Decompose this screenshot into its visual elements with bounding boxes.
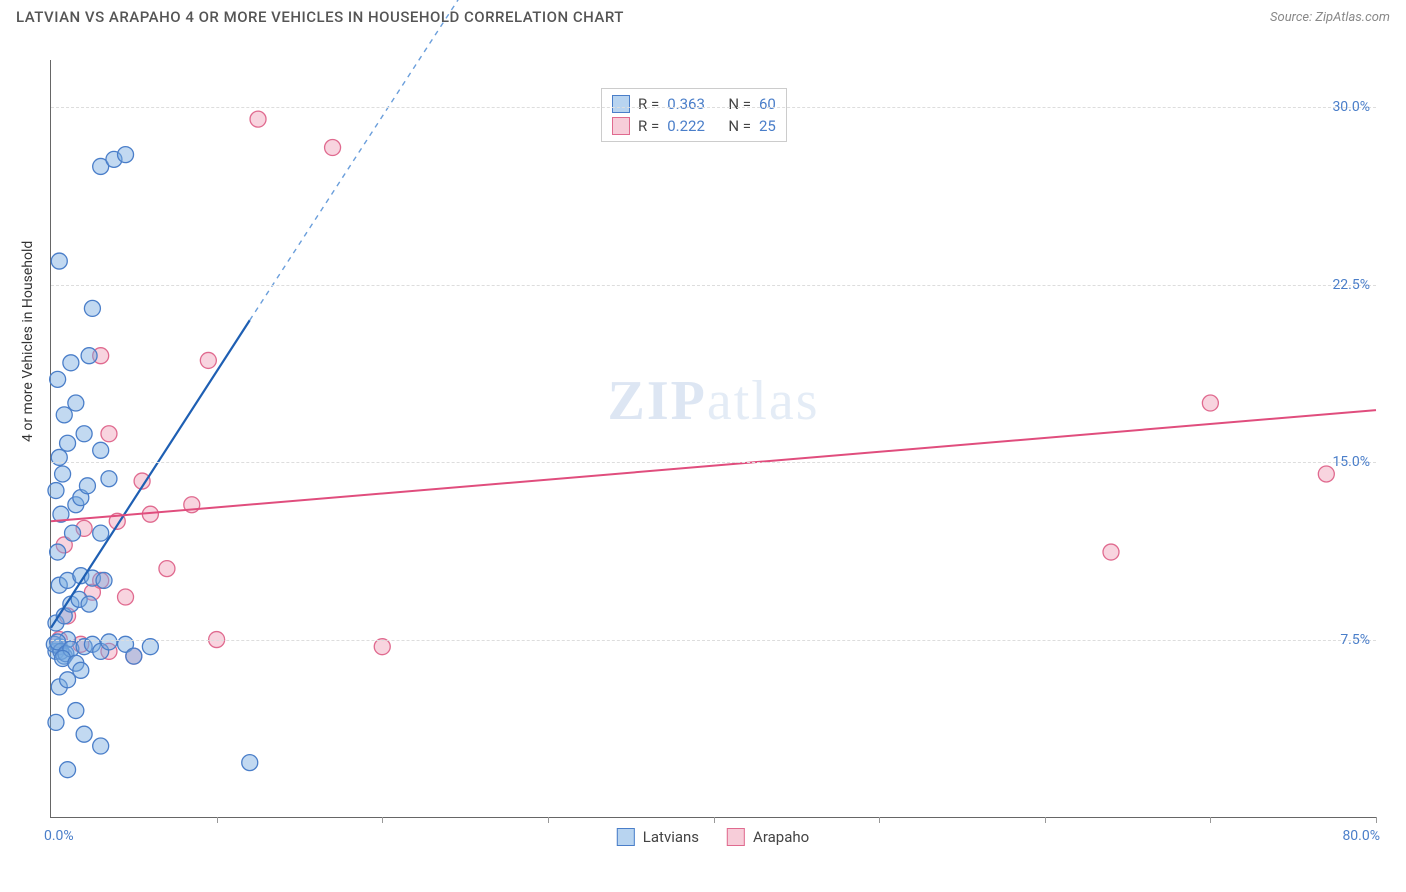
r-value: 0.363 — [667, 95, 705, 113]
legend-label: Latvians — [643, 828, 699, 846]
swatch-arapaho — [612, 117, 630, 135]
r-label: R = — [638, 117, 659, 135]
scatter-plot-svg — [51, 60, 1376, 817]
y-tick-label: 22.5% — [1332, 277, 1370, 293]
grid-line — [51, 462, 1376, 463]
x-tick — [217, 817, 218, 823]
legend-row-latvians: R = 0.363 N = 60 — [612, 93, 776, 115]
x-tick — [382, 817, 383, 823]
n-value: 60 — [759, 95, 776, 113]
n-label: N = — [728, 95, 751, 113]
x-tick — [1210, 817, 1211, 823]
r-label: R = — [638, 95, 659, 113]
x-tick — [548, 817, 549, 823]
chart-title: LATVIAN VS ARAPAHO 4 OR MORE VEHICLES IN… — [16, 8, 624, 26]
legend-label: Arapaho — [753, 828, 809, 846]
swatch-latvians — [612, 95, 630, 113]
correlation-legend: R = 0.363 N = 60 R = 0.222 N = 25 — [601, 88, 787, 142]
x-tick — [714, 817, 715, 823]
y-axis-label: 4 or more Vehicles in Household — [20, 241, 36, 442]
x-min-label: 0.0% — [44, 828, 74, 844]
x-tick — [1045, 817, 1046, 823]
grid-line — [51, 285, 1376, 286]
swatch-latvians — [617, 828, 635, 846]
plot-area: ZIPatlas R = 0.363 N = 60 R = 0.222 N = … — [50, 60, 1376, 818]
x-max-label: 80.0% — [1342, 828, 1380, 844]
x-tick — [1376, 817, 1377, 823]
y-tick-label: 15.0% — [1332, 454, 1370, 470]
legend-row-arapaho: R = 0.222 N = 25 — [612, 115, 776, 137]
y-tick-label: 7.5% — [1340, 632, 1370, 648]
swatch-arapaho — [727, 828, 745, 846]
legend-item-arapaho: Arapaho — [727, 828, 809, 846]
grid-line — [51, 107, 1376, 108]
legend-item-latvians: Latvians — [617, 828, 699, 846]
chart-container: 4 or more Vehicles in Household ZIPatlas… — [34, 38, 1392, 846]
grid-line — [51, 640, 1376, 641]
x-tick — [879, 817, 880, 823]
n-value: 25 — [759, 117, 776, 135]
series-legend: Latvians Arapaho — [617, 828, 809, 846]
r-value: 0.222 — [667, 117, 705, 135]
source-attribution: Source: ZipAtlas.com — [1270, 10, 1390, 25]
y-tick-label: 30.0% — [1332, 99, 1370, 115]
n-label: N = — [728, 117, 751, 135]
